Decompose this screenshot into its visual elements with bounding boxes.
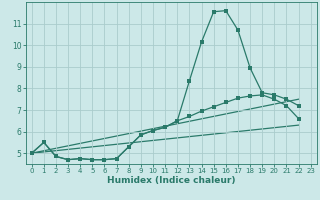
X-axis label: Humidex (Indice chaleur): Humidex (Indice chaleur) [107, 176, 236, 185]
